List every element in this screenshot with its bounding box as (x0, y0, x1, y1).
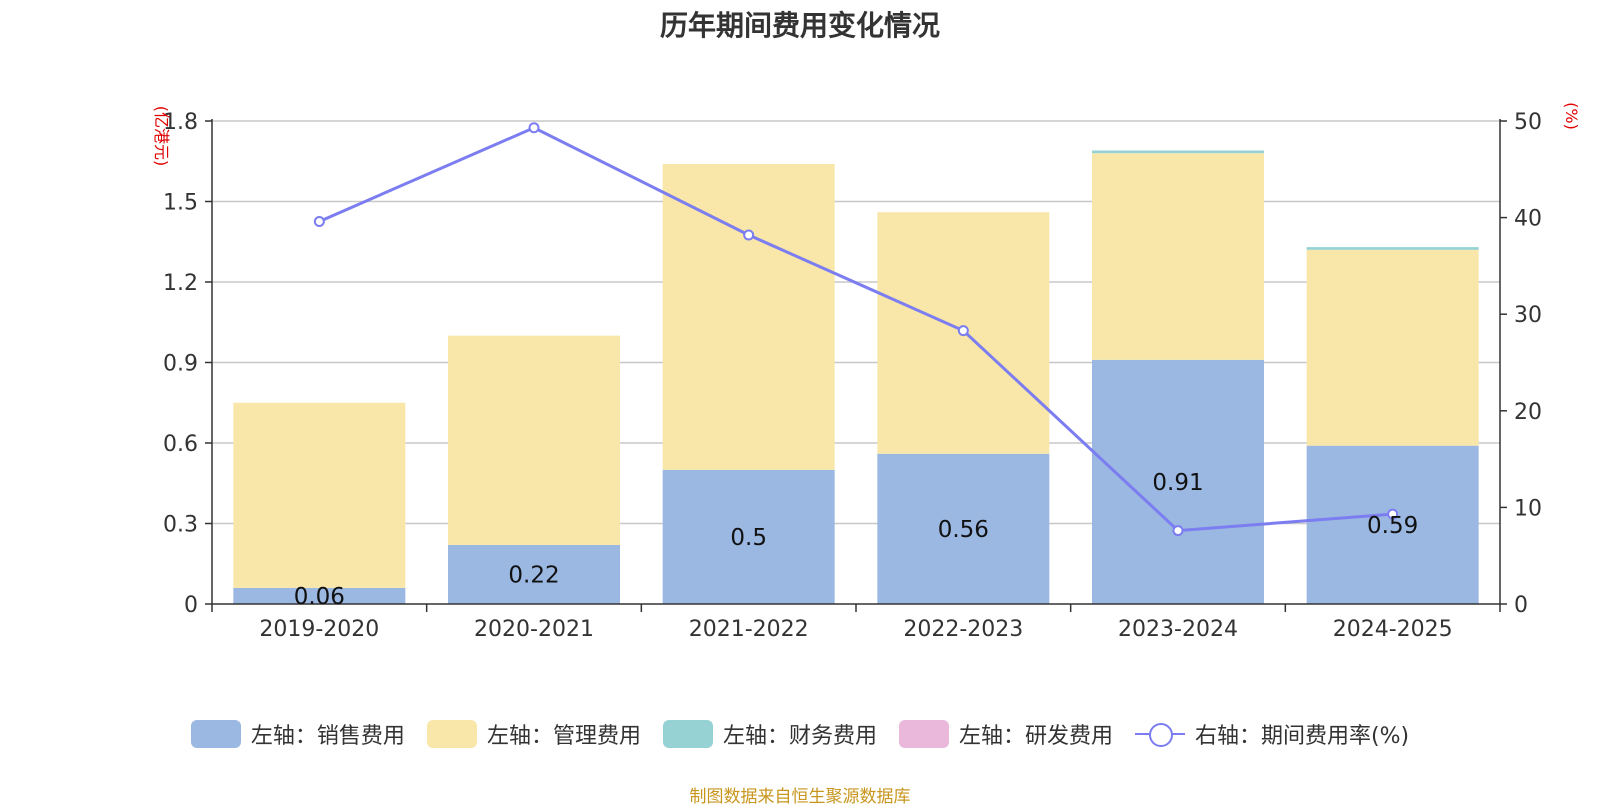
rate-line (318, 126, 1393, 533)
legend: 左轴：销售费用 左轴：管理费用 左轴：财务费用 左轴：研发费用 右轴：期间费用率(%) (0, 718, 1600, 750)
y-right-tick-label: 30 (1514, 303, 1542, 328)
legend-item[interactable]: 左轴：财务费用 (662, 718, 877, 750)
legend-label: 左轴：研发费用 (958, 724, 1113, 749)
y-left-tick-label: 0.9 (163, 352, 198, 377)
bar-data-label: 0.22 (508, 562, 559, 588)
bar-data-label: 0.56 (938, 517, 989, 543)
data-source-note: 制图数据来自恒生聚源数据库 (689, 787, 911, 807)
y-left-tick-label: 0.6 (163, 432, 198, 457)
legend-swatch (426, 720, 477, 748)
x-tick-label: 2019-2020 (259, 617, 379, 642)
bar-segment (662, 163, 835, 470)
bar-data-label: 0.59 (1367, 513, 1418, 539)
rate-point (957, 325, 969, 337)
bar-segment (1092, 359, 1264, 604)
rate-point (313, 215, 325, 227)
legend-label: 左轴：管理费用 (486, 724, 641, 749)
bar-segment (1306, 247, 1479, 250)
x-tick-label: 2020-2021 (474, 617, 594, 642)
x-tick-label: 2023-2024 (1118, 617, 1238, 642)
rate-point (743, 229, 755, 241)
y-left-tick-label: 0 (184, 593, 198, 618)
bar-segment (233, 402, 406, 588)
y-left-tick-label: 1.8 (163, 110, 198, 135)
bar-segment (662, 469, 835, 604)
bar-data-label: 0.91 (1152, 470, 1203, 496)
legend-item[interactable]: 右轴：期间费用率(%) (1134, 718, 1410, 750)
rate-point (528, 122, 540, 134)
legend-label: 左轴：销售费用 (250, 724, 405, 749)
bar-segment (233, 587, 406, 604)
bar-segment (1092, 153, 1264, 360)
legend-label: 左轴：财务费用 (722, 724, 877, 749)
bar-data-label: 0.5 (730, 525, 767, 551)
bar-segment (1092, 150, 1264, 154)
legend-label: 右轴：期间费用率(%) (1194, 724, 1410, 749)
y-right-unit-label: (%) (1562, 102, 1581, 130)
y-left-tick-label: 1.5 (163, 191, 198, 216)
legend-item[interactable]: 左轴：研发费用 (898, 718, 1113, 750)
bar-segment (1306, 249, 1479, 446)
y-left-unit-label: (亿港元) (152, 106, 171, 167)
legend-item[interactable]: 左轴：销售费用 (190, 718, 405, 750)
x-tick-label: 2022-2023 (903, 617, 1023, 642)
chart-title: 历年期间费用变化情况 (659, 9, 940, 42)
bar-segment (448, 544, 620, 604)
bar-segment (1306, 445, 1479, 604)
bar-segment (877, 453, 1050, 604)
rate-point (1172, 525, 1184, 537)
legend-swatch (662, 720, 713, 748)
bar-data-label: 0.06 (294, 584, 345, 610)
x-tick-label: 2024-2025 (1333, 617, 1453, 642)
y-left-tick-label: 1.2 (163, 271, 198, 296)
rate-point (1387, 508, 1399, 520)
y-right-tick-label: 10 (1514, 496, 1542, 521)
y-right-tick-label: 50 (1514, 110, 1542, 135)
x-tick-label: 2021-2022 (689, 617, 809, 642)
legend-swatch (190, 720, 241, 748)
bar-segment (448, 335, 620, 545)
y-right-tick-label: 40 (1514, 207, 1542, 232)
y-right-tick-label: 20 (1514, 400, 1542, 425)
legend-item[interactable]: 左轴：管理费用 (426, 718, 641, 750)
y-left-tick-label: 0.3 (163, 513, 198, 538)
legend-line-marker (1134, 720, 1185, 748)
y-right-tick-label: 0 (1514, 593, 1528, 618)
legend-swatch (898, 720, 949, 748)
